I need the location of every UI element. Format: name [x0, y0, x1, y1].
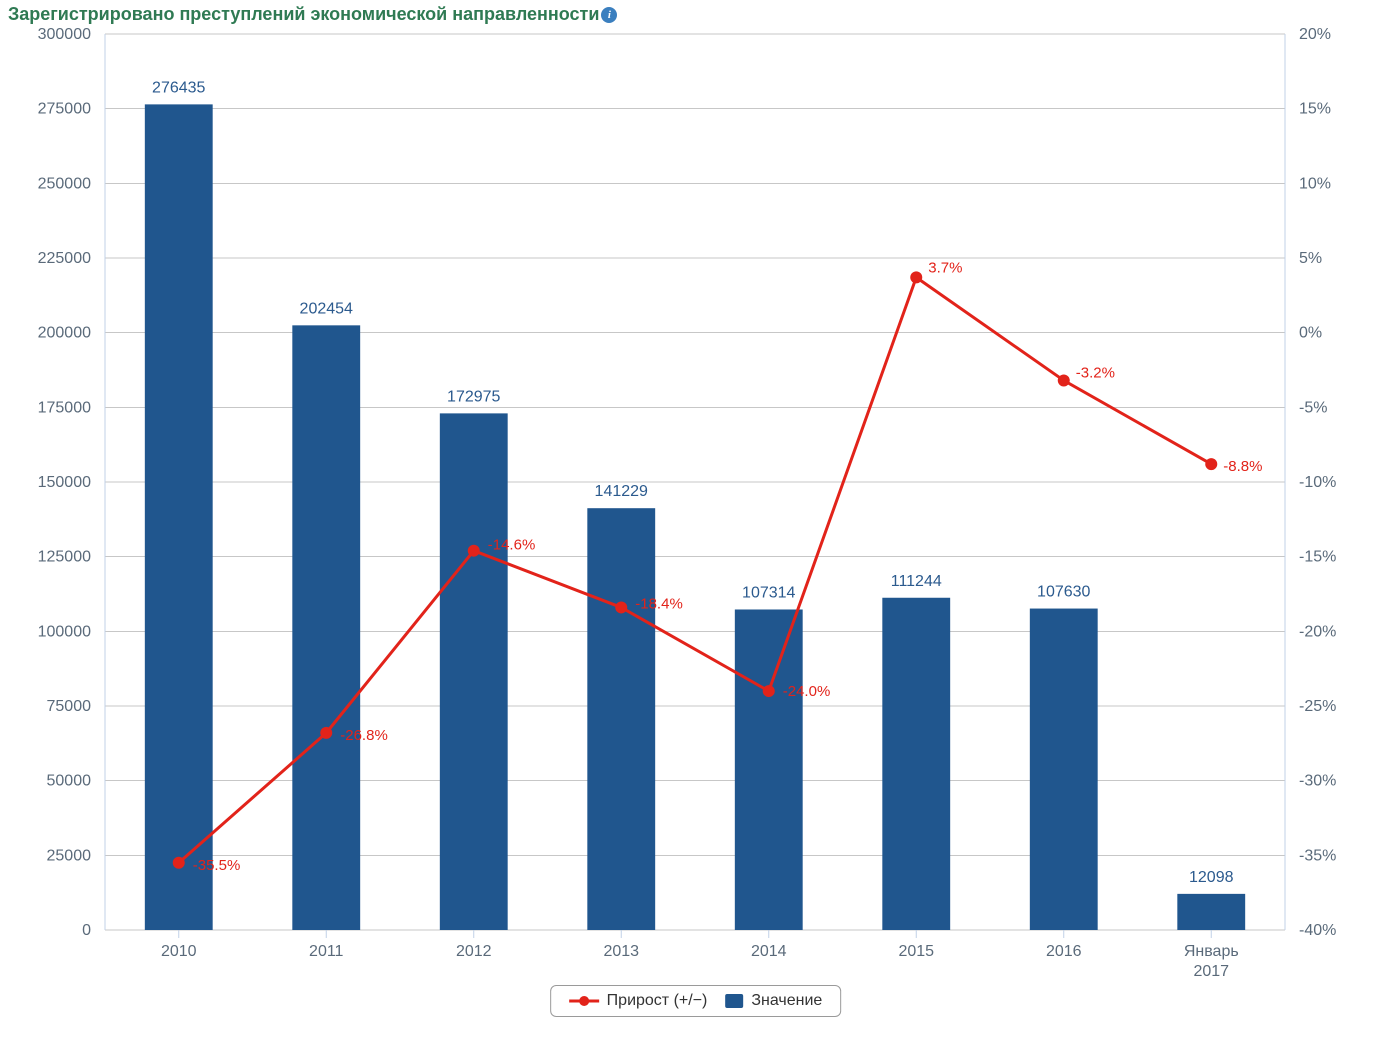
y-left-tick-label: 150000 — [38, 474, 91, 491]
bar[interactable] — [1030, 609, 1098, 930]
legend-line-icon — [569, 995, 599, 1007]
bar-value-label: 111244 — [891, 573, 942, 590]
x-tick-label: 2016 — [1046, 943, 1082, 960]
y-right-tick-label: -35% — [1299, 847, 1336, 864]
bar[interactable] — [440, 413, 508, 930]
chart-container: Зарегистрировано преступлений экономичес… — [0, 0, 1391, 1043]
legend-label: Прирост (+/−) — [607, 992, 708, 1010]
x-tick-label: Январь — [1184, 943, 1239, 960]
info-icon[interactable]: i — [601, 7, 617, 23]
y-right-tick-label: -10% — [1299, 474, 1336, 491]
title-row: Зарегистрировано преступлений экономичес… — [8, 4, 617, 25]
legend: Прирост (+/−) Значение — [550, 985, 842, 1017]
y-left-tick-label: 0 — [82, 922, 91, 939]
y-left-tick-label: 225000 — [38, 250, 91, 267]
bar-value-label: 107630 — [1037, 584, 1090, 601]
bar-value-label: 12098 — [1189, 869, 1234, 886]
line-value-label: -8.8% — [1223, 458, 1262, 475]
y-left-tick-label: 100000 — [38, 623, 91, 640]
x-tick-label: 2012 — [456, 943, 492, 960]
bar[interactable] — [145, 104, 213, 930]
x-tick-label: 2014 — [751, 943, 787, 960]
y-left-tick-label: 175000 — [38, 399, 91, 416]
legend-item[interactable]: Прирост (+/−) — [569, 992, 708, 1010]
line-marker[interactable] — [1058, 374, 1070, 386]
chart-title: Зарегистрировано преступлений экономичес… — [8, 4, 599, 25]
line-value-label: -26.8% — [340, 727, 388, 744]
x-tick-label: 2013 — [603, 943, 639, 960]
x-tick-label: 2010 — [161, 943, 197, 960]
line-value-label: -3.2% — [1076, 364, 1115, 381]
bar-value-label: 202454 — [300, 300, 353, 317]
line-marker[interactable] — [1205, 458, 1217, 470]
line-marker[interactable] — [763, 685, 775, 697]
y-left-tick-label: 250000 — [38, 175, 91, 192]
bar-value-label: 107314 — [742, 584, 795, 601]
legend-swatch-icon — [725, 994, 743, 1008]
y-right-tick-label: -15% — [1299, 549, 1336, 566]
line-value-label: 3.7% — [928, 259, 962, 276]
y-right-tick-label: -40% — [1299, 922, 1336, 939]
y-right-tick-label: 10% — [1299, 175, 1331, 192]
bar-value-label: 141229 — [595, 483, 648, 500]
y-right-tick-label: -20% — [1299, 623, 1336, 640]
bar-value-label: 172975 — [447, 388, 500, 405]
chart-svg: 0 25000 50000 75000 100000 125000 150000 175000… — [0, 0, 1391, 1043]
y-right-tick-label: -25% — [1299, 698, 1336, 715]
y-left-tick-label: 275000 — [38, 101, 91, 118]
x-tick-label: 2017 — [1193, 963, 1229, 980]
bar[interactable] — [735, 609, 803, 930]
legend-label: Значение — [751, 992, 822, 1010]
x-tick-label: 2015 — [898, 943, 934, 960]
bar[interactable] — [587, 508, 655, 930]
line-marker[interactable] — [468, 545, 480, 557]
line-value-label: -18.4% — [635, 595, 683, 612]
y-right-tick-label: 20% — [1299, 26, 1331, 43]
y-right-tick-label: 15% — [1299, 101, 1331, 118]
x-tick-label: 2011 — [309, 943, 344, 960]
line-marker[interactable] — [173, 857, 185, 869]
y-left-tick-label: 200000 — [38, 325, 91, 342]
y-right-tick-label: -5% — [1299, 399, 1327, 416]
y-left-tick-label: 25000 — [47, 847, 92, 864]
bar[interactable] — [882, 598, 950, 930]
y-right-tick-label: 5% — [1299, 250, 1322, 267]
line-value-label: -35.5% — [193, 857, 241, 874]
line-value-label: -14.6% — [488, 537, 536, 554]
bar[interactable] — [1177, 894, 1245, 930]
line-marker[interactable] — [910, 271, 922, 283]
y-left-tick-label: 300000 — [38, 26, 91, 43]
y-right-tick-label: 0% — [1299, 325, 1322, 342]
y-left-tick-label: 50000 — [47, 773, 92, 790]
line-marker[interactable] — [615, 601, 627, 613]
y-left-tick-label: 75000 — [47, 698, 92, 715]
line-marker[interactable] — [320, 727, 332, 739]
y-right-tick-label: -30% — [1299, 773, 1336, 790]
bar[interactable] — [292, 325, 360, 930]
line-value-label: -24.0% — [783, 683, 831, 700]
y-left-tick-label: 125000 — [38, 549, 91, 566]
bar-value-label: 276435 — [152, 79, 205, 96]
legend-item[interactable]: Значение — [725, 992, 822, 1010]
